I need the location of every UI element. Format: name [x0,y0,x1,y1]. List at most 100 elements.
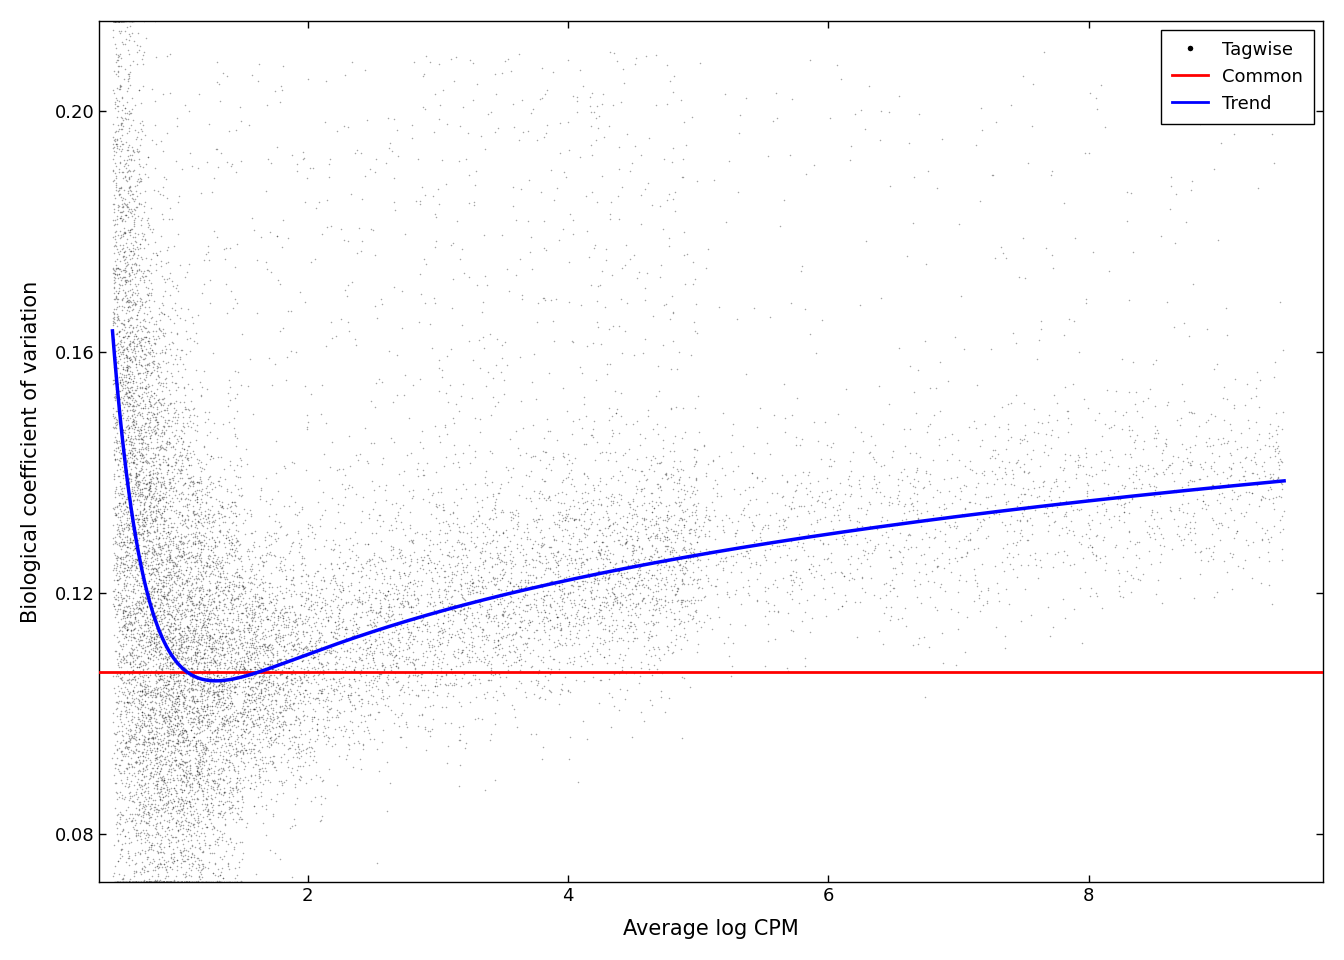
Point [149,501,171,516]
Point [151,572,172,588]
Point [106,561,128,576]
Point [669,511,691,526]
Point [482,569,504,585]
Point [849,298,871,313]
Point [883,580,905,595]
Point [337,277,359,293]
Point [324,570,345,586]
Point [126,483,148,498]
Point [130,723,152,738]
Point [173,875,195,890]
Point [160,664,181,680]
Point [316,727,337,742]
Point [735,617,757,633]
Point [121,623,142,638]
Point [273,681,294,696]
Point [169,643,191,659]
Point [172,709,194,725]
Point [155,575,176,590]
Point [535,561,556,576]
Point [133,227,155,242]
Point [110,13,132,29]
Point [597,510,618,525]
Point [263,606,285,621]
Point [547,543,569,559]
Point [108,98,129,113]
Point [1222,483,1243,498]
Point [684,603,706,618]
Point [120,656,141,671]
Point [208,682,230,697]
Point [116,207,137,223]
Point [163,534,184,549]
Point [140,801,161,816]
Point [128,387,149,402]
Point [214,596,235,612]
Point [190,862,211,877]
Point [206,55,227,70]
Point [130,357,152,372]
Point [644,567,665,583]
Point [266,734,288,750]
Point [538,520,559,536]
Point [138,622,160,637]
Point [468,332,489,348]
Point [163,685,184,701]
Point [245,613,266,629]
Point [460,625,481,640]
Point [684,457,706,472]
Point [656,192,677,207]
Point [290,649,312,664]
Point [130,113,152,129]
Point [386,674,407,689]
Point [153,169,175,184]
Point [219,606,241,621]
Point [192,607,214,622]
Point [281,672,302,687]
Point [363,557,384,572]
Point [149,650,171,665]
Point [583,568,605,584]
Point [126,396,148,412]
Point [137,215,159,230]
Point [630,464,652,479]
Point [146,674,168,689]
Point [179,770,200,785]
Point [352,737,374,753]
Point [282,652,304,667]
Point [194,632,215,647]
Point [106,875,128,890]
Point [258,704,280,719]
Point [302,160,324,176]
Point [445,667,466,683]
Point [121,437,142,452]
Point [413,646,434,661]
Point [132,766,153,781]
Point [262,647,284,662]
Point [175,665,196,681]
Point [509,662,531,678]
Point [171,875,192,890]
Point [155,798,176,813]
Point [106,198,128,213]
Point [202,640,223,656]
Point [250,675,271,690]
Point [253,647,274,662]
Point [418,481,439,496]
Point [673,483,695,498]
Point [134,776,156,791]
Point [500,633,521,648]
Point [130,123,152,138]
Point [167,673,188,688]
Point [519,244,540,259]
Point [473,340,495,355]
Point [316,712,337,728]
Point [222,667,243,683]
Point [114,630,136,645]
Point [1207,585,1228,600]
Point [437,678,458,693]
Point [383,279,405,295]
Point [242,588,263,604]
Point [129,166,151,181]
Point [573,555,594,570]
